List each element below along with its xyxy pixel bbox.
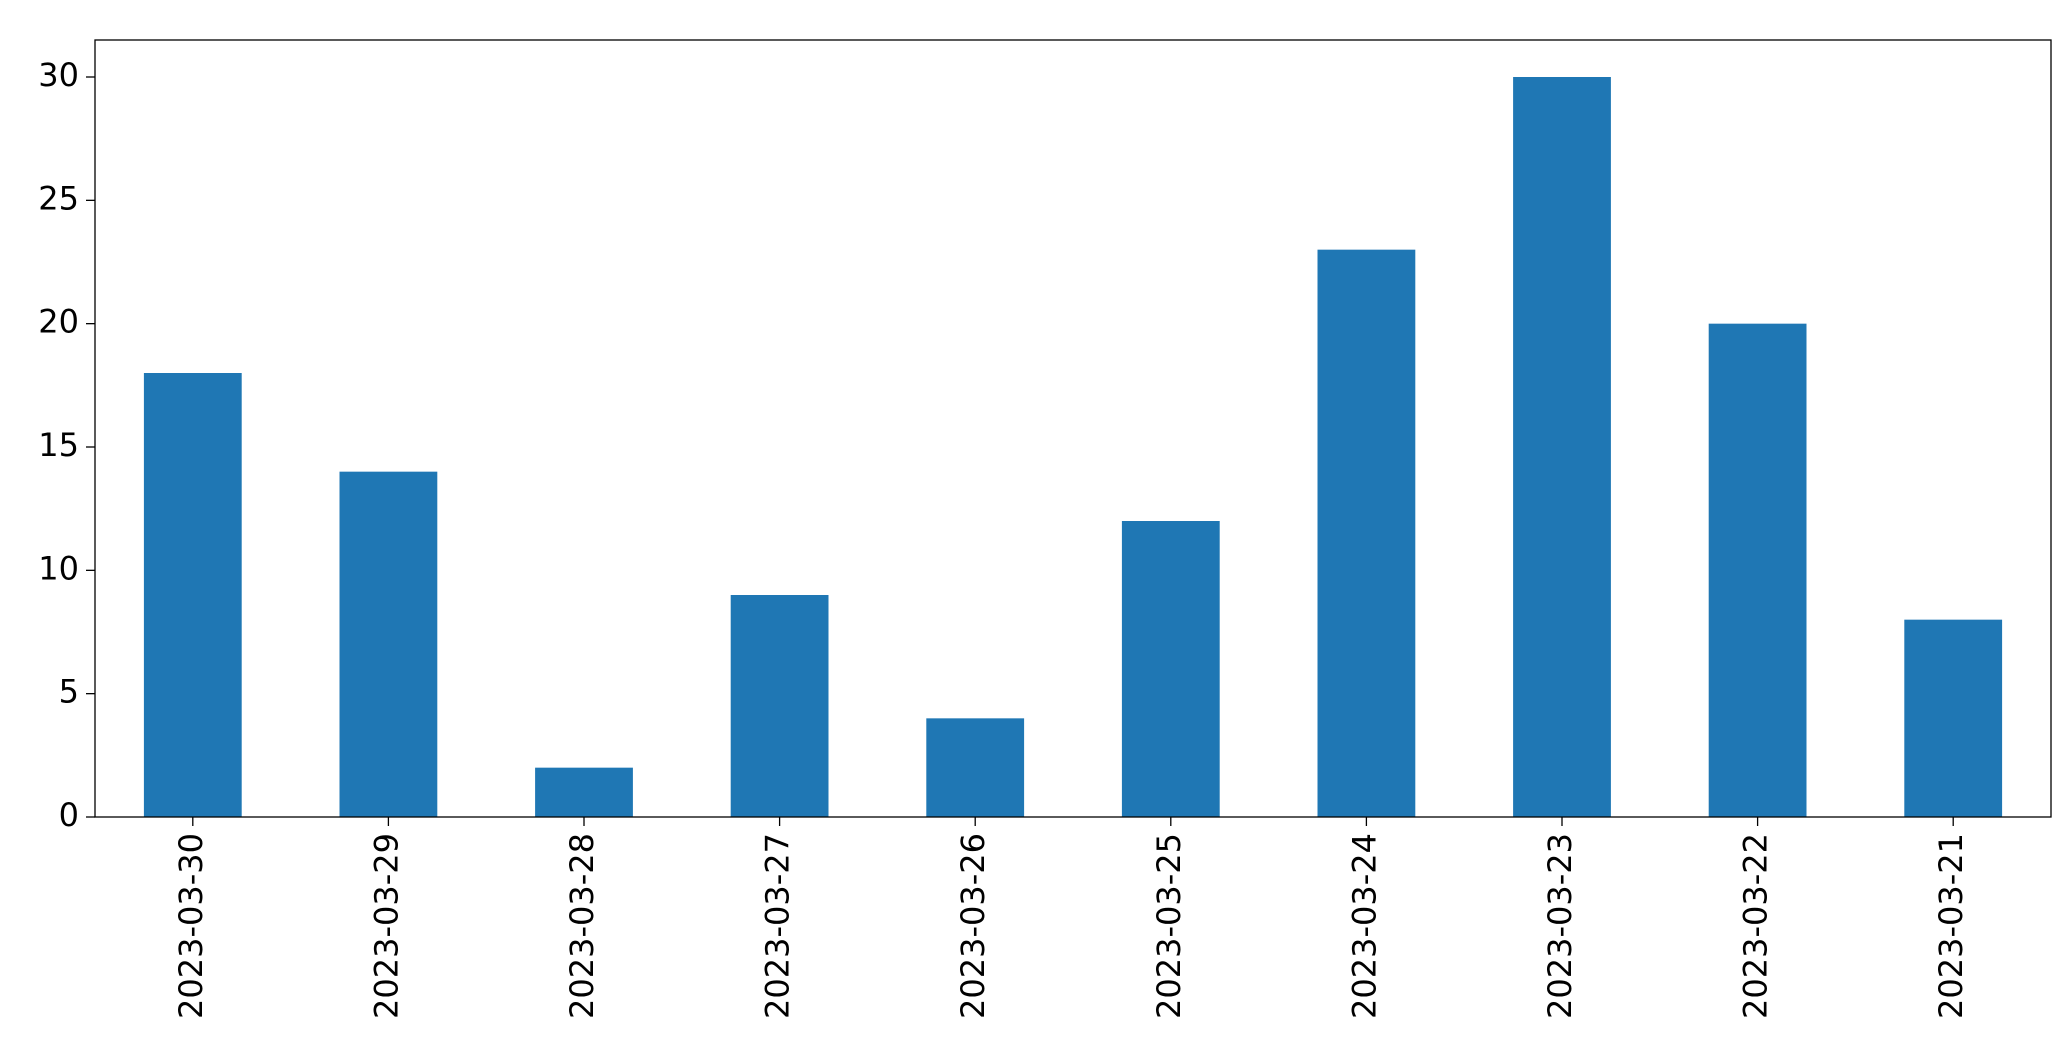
- x-tick-label: 2023-03-24: [1345, 833, 1383, 1019]
- x-tick-label: 2023-03-22: [1737, 833, 1775, 1019]
- y-tick-label: 0: [59, 796, 79, 834]
- y-tick-label: 30: [38, 56, 79, 94]
- bar: [1708, 323, 1807, 817]
- bar: [1121, 521, 1220, 817]
- bar: [926, 718, 1025, 817]
- bar: [1317, 249, 1416, 817]
- x-tick-label: 2023-03-30: [172, 833, 210, 1019]
- y-tick-label: 20: [38, 303, 79, 341]
- plot-frame: [94, 39, 2052, 818]
- x-tick-label: 2023-03-26: [954, 833, 992, 1019]
- bar: [339, 471, 438, 817]
- x-tick-label: 2023-03-23: [1541, 833, 1579, 1019]
- y-tick-label: 15: [38, 426, 79, 464]
- x-tick-label: 2023-03-29: [367, 833, 405, 1019]
- x-tick-label: 2023-03-27: [759, 833, 797, 1019]
- x-tick-label: 2023-03-21: [1932, 833, 1970, 1019]
- bar: [535, 767, 633, 817]
- bar: [1513, 77, 1611, 817]
- y-tick-label: 10: [38, 549, 79, 587]
- bar: [143, 373, 242, 817]
- bar: [1904, 619, 2003, 817]
- x-tick-label: 2023-03-25: [1150, 833, 1188, 1019]
- y-tick-label: 5: [59, 673, 79, 711]
- x-tick-label: 2023-03-28: [563, 833, 601, 1019]
- bar: [730, 595, 829, 817]
- y-tick-label: 25: [38, 179, 79, 217]
